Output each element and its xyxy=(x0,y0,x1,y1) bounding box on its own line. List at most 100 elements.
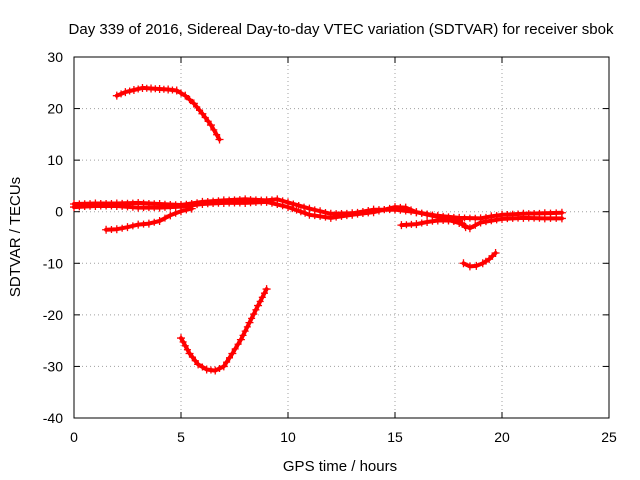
point-mark xyxy=(260,289,268,297)
series-band-lower-right xyxy=(397,216,470,232)
point-mark xyxy=(121,88,130,97)
point-mark xyxy=(219,362,228,371)
point-mark xyxy=(172,203,180,211)
point-mark xyxy=(439,216,447,224)
point-mark xyxy=(129,222,137,230)
point-mark xyxy=(487,217,495,225)
point-mark xyxy=(117,90,125,98)
point-mark xyxy=(450,216,458,224)
point-mark xyxy=(471,214,479,222)
point-mark xyxy=(423,218,432,227)
point-mark xyxy=(326,213,335,222)
point-mark xyxy=(476,218,485,227)
point-mark xyxy=(213,131,221,139)
x-axis-label: GPS time / hours xyxy=(283,458,397,475)
point-mark xyxy=(126,87,134,95)
point-mark xyxy=(268,199,276,207)
point-mark xyxy=(423,211,431,219)
point-mark xyxy=(182,206,190,214)
point-mark xyxy=(297,208,305,216)
point-mark xyxy=(107,226,115,234)
point-mark xyxy=(181,91,190,100)
x-tick-label: 5 xyxy=(177,429,185,445)
point-mark xyxy=(166,211,175,220)
y-tick-label: 10 xyxy=(47,152,63,168)
point-mark xyxy=(488,252,496,260)
point-mark xyxy=(396,203,404,211)
point-mark xyxy=(412,208,421,217)
point-mark xyxy=(284,203,292,212)
point-mark xyxy=(201,114,209,122)
point-mark xyxy=(177,334,185,343)
point-mark xyxy=(215,135,224,144)
x-tick-label: 25 xyxy=(601,429,617,445)
point-mark xyxy=(407,220,415,228)
point-mark xyxy=(150,218,158,226)
point-mark xyxy=(172,209,180,217)
point-mark xyxy=(226,354,234,362)
data-marks xyxy=(70,83,566,375)
point-mark xyxy=(191,357,199,365)
point-mark xyxy=(245,318,254,327)
point-mark xyxy=(206,121,215,130)
point-mark xyxy=(86,202,94,210)
point-mark xyxy=(129,86,138,95)
point-mark xyxy=(161,214,169,222)
point-mark xyxy=(482,218,490,226)
grid-lines xyxy=(74,57,609,418)
series-arc-upper xyxy=(112,83,224,144)
series-trace xyxy=(179,287,269,373)
point-mark xyxy=(482,257,490,265)
point-mark xyxy=(207,366,215,374)
point-mark xyxy=(459,259,468,268)
point-mark xyxy=(214,199,222,207)
point-mark xyxy=(311,212,319,220)
point-mark xyxy=(552,214,560,222)
point-mark xyxy=(204,117,212,125)
point-mark xyxy=(236,199,244,207)
point-mark xyxy=(150,204,158,212)
point-mark xyxy=(252,306,260,314)
point-mark xyxy=(338,212,345,220)
point-mark xyxy=(231,345,239,353)
y-axis-label: SDTVAR / TECUs xyxy=(7,177,24,297)
point-mark xyxy=(140,220,148,228)
point-mark xyxy=(535,214,543,222)
point-mark xyxy=(332,213,340,221)
y-tick-label: -40 xyxy=(43,410,63,426)
point-mark xyxy=(177,89,185,97)
point-mark xyxy=(301,209,309,217)
point-mark xyxy=(418,209,426,217)
point-mark xyxy=(239,331,247,339)
plot-frame xyxy=(73,56,610,419)
point-mark xyxy=(458,220,466,228)
tick-labels: 0 5 10 15 20 25 -40 -30 -20 -10 0 10 20 30 xyxy=(43,49,617,445)
point-mark xyxy=(343,212,351,220)
point-mark xyxy=(188,353,196,361)
point-mark xyxy=(257,198,265,206)
point-mark xyxy=(305,210,314,219)
point-mark xyxy=(472,261,481,270)
point-mark xyxy=(428,217,436,225)
point-mark xyxy=(118,224,126,232)
point-mark xyxy=(250,310,258,318)
point-mark xyxy=(129,203,137,211)
point-mark xyxy=(198,363,206,371)
chart-title: Day 339 of 2016, Sidereal Day-to-day VTE… xyxy=(69,21,614,38)
point-mark xyxy=(321,213,329,221)
point-mark xyxy=(123,223,132,232)
point-mark xyxy=(228,349,237,358)
series-band-main-b xyxy=(70,197,566,233)
x-tick-label: 10 xyxy=(280,429,296,445)
point-mark xyxy=(279,202,287,210)
point-mark xyxy=(112,91,121,100)
point-mark xyxy=(236,335,245,344)
point-mark xyxy=(364,209,372,217)
series-band-lower-left xyxy=(102,204,196,234)
point-mark xyxy=(241,327,249,335)
point-mark xyxy=(471,221,479,229)
x-tick-label: 0 xyxy=(70,429,78,445)
point-mark xyxy=(316,212,324,220)
point-mark xyxy=(380,206,388,214)
